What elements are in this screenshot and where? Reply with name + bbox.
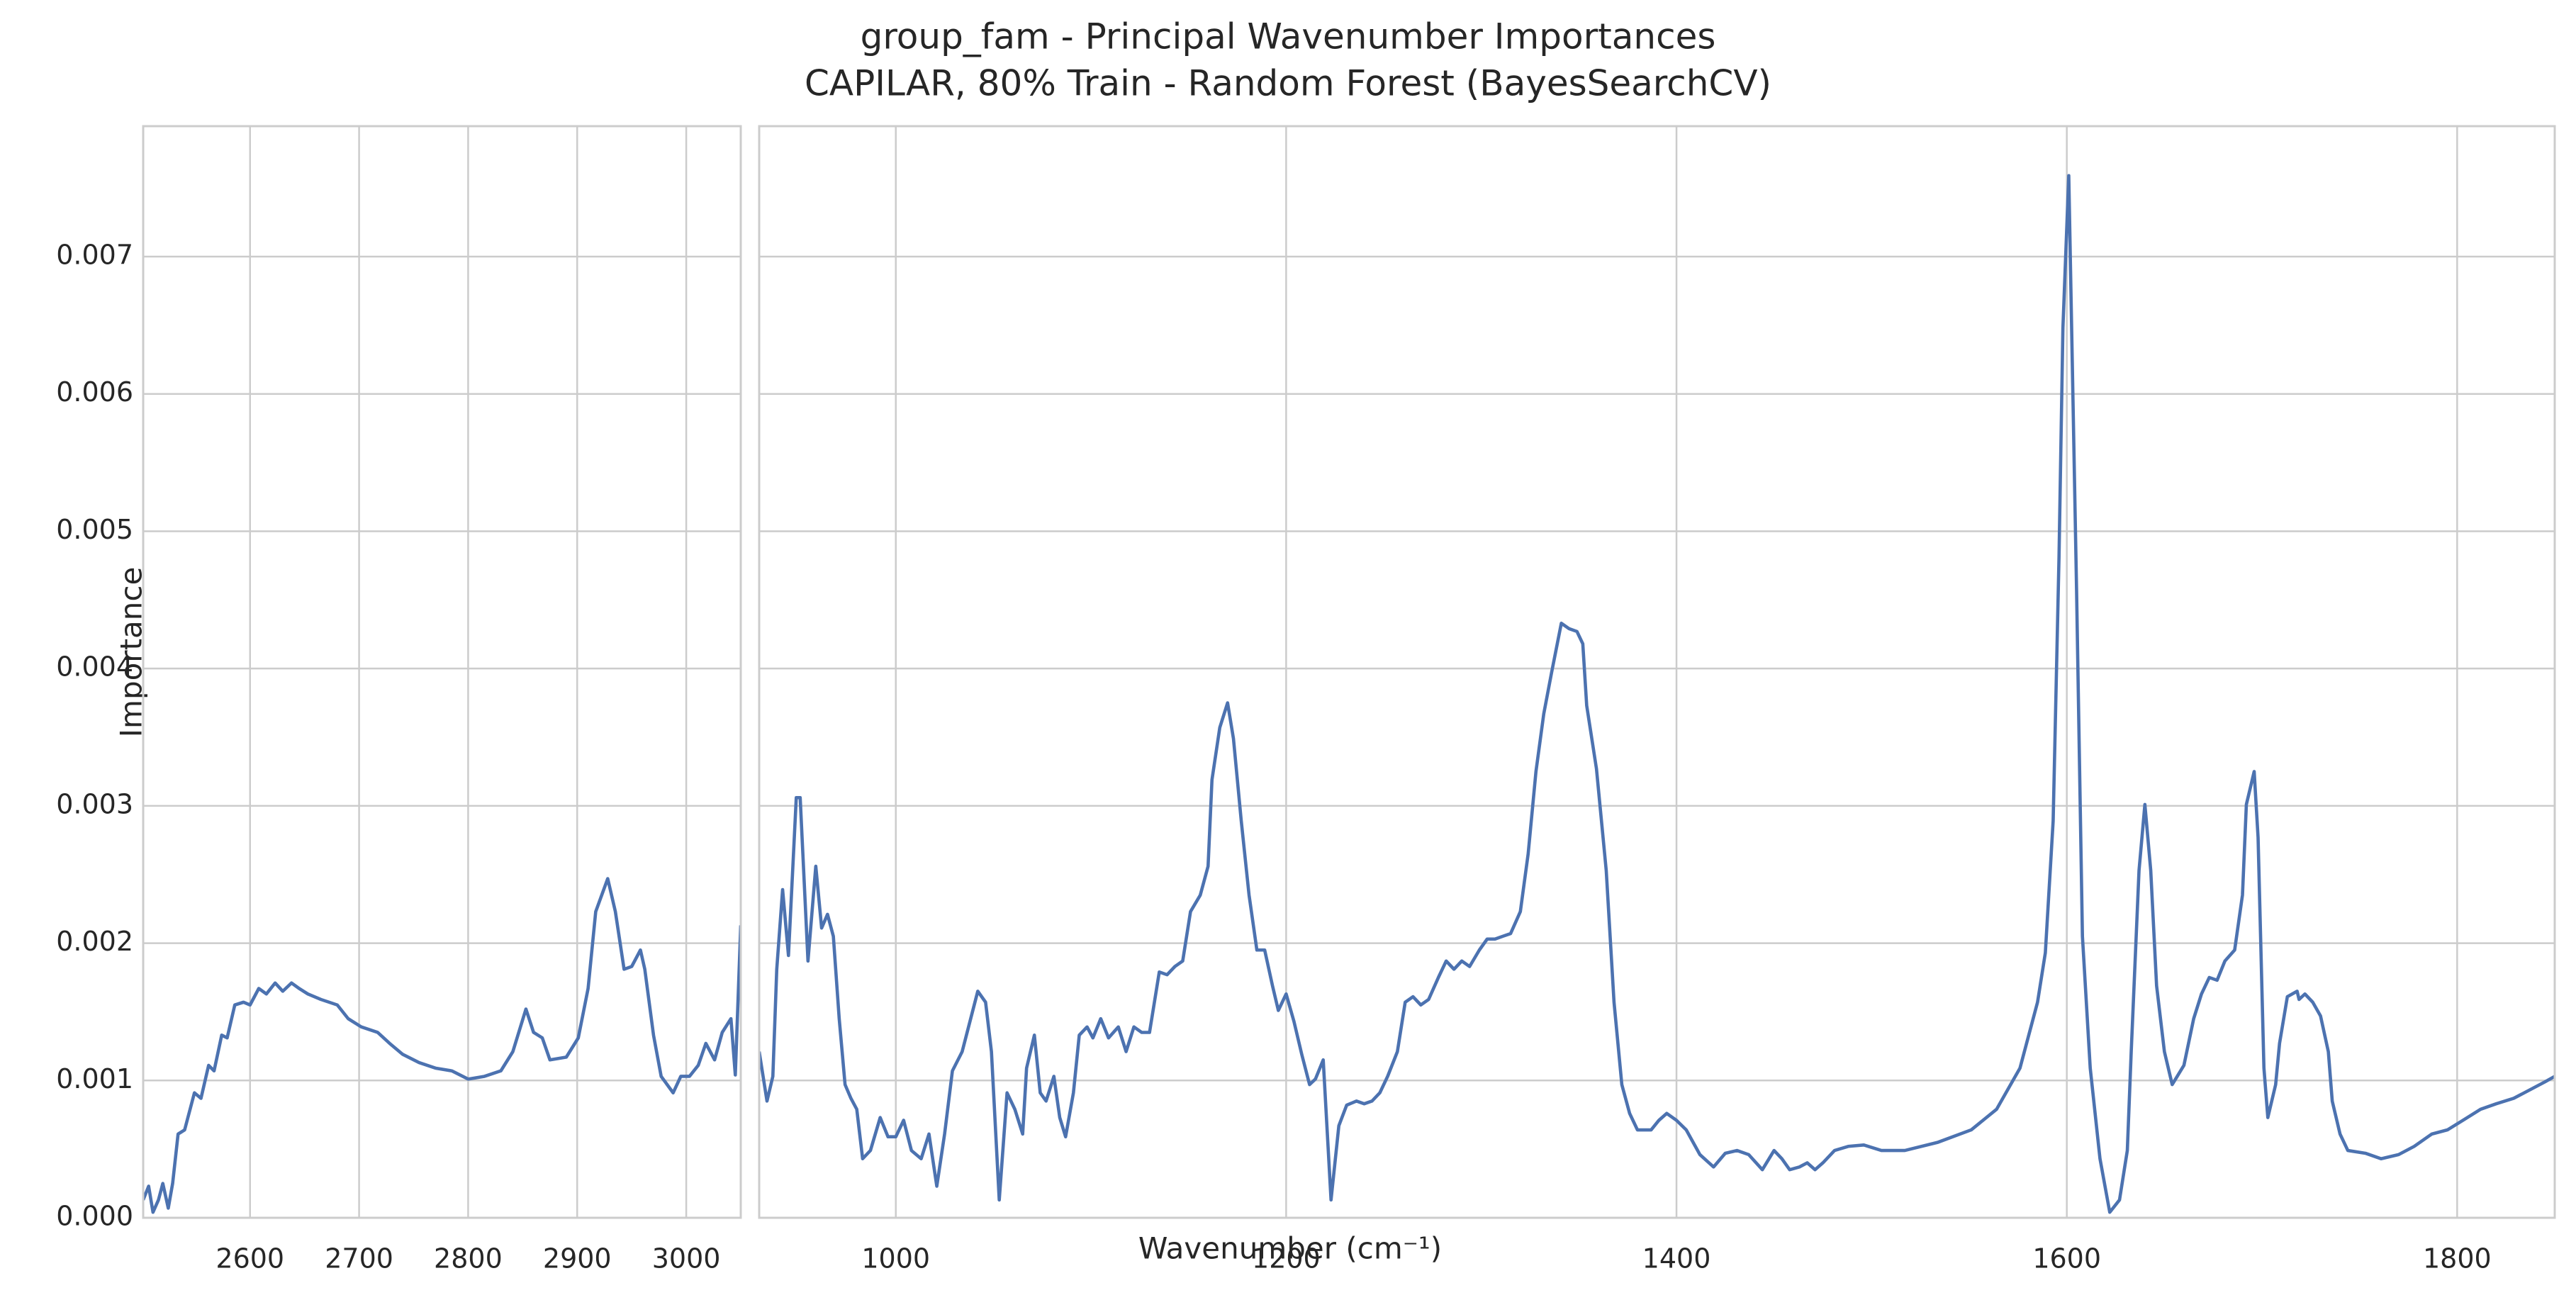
x-tick-label: 2900 bbox=[543, 1243, 612, 1274]
series-line bbox=[143, 877, 741, 1214]
x-tick-label: 2600 bbox=[215, 1243, 284, 1274]
x-tick-label: 2700 bbox=[325, 1243, 393, 1274]
y-tick-label: 0.000 bbox=[56, 1201, 133, 1232]
y-tick-label: 0.004 bbox=[56, 651, 133, 683]
y-tick-label: 0.001 bbox=[56, 1063, 133, 1094]
chart-title: group_fam - Principal Wavenumber Importa… bbox=[861, 16, 1716, 57]
y-tick-label: 0.002 bbox=[56, 926, 133, 957]
chart-subtitle: CAPILAR, 80% Train - Random Forest (Baye… bbox=[805, 63, 1771, 104]
y-tick-label: 0.007 bbox=[56, 240, 133, 271]
series-line bbox=[759, 174, 2555, 1214]
x-axis-label: Wavenumber (cm⁻¹) bbox=[1138, 1231, 1442, 1266]
x-tick-label: 2800 bbox=[434, 1243, 503, 1274]
y-tick-label: 0.003 bbox=[56, 788, 133, 819]
x-tick-label: 1800 bbox=[2423, 1243, 2492, 1274]
y-tick-label: 0.006 bbox=[56, 376, 133, 408]
x-tick-label: 1400 bbox=[1642, 1243, 1711, 1274]
x-tick-label: 1200 bbox=[1252, 1243, 1321, 1274]
x-tick-label: 3000 bbox=[652, 1243, 721, 1274]
y-tick-label: 0.005 bbox=[56, 514, 133, 545]
panel-frame bbox=[142, 125, 742, 1219]
x-tick-label: 1000 bbox=[861, 1243, 930, 1274]
panel-frame bbox=[758, 125, 2556, 1219]
x-tick-label: 1600 bbox=[2032, 1243, 2101, 1274]
